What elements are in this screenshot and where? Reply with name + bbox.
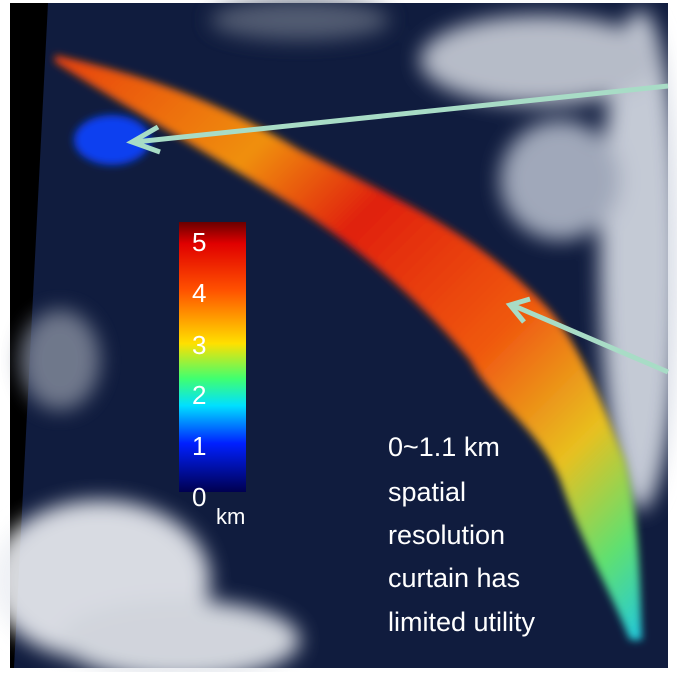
annotation-line: 0~1.1 km — [388, 432, 500, 462]
colorbar-tick: 5 — [192, 227, 206, 257]
annotation-line: resolution — [388, 520, 505, 550]
annotation-line: limited utility — [388, 607, 536, 637]
colorbar-unit: km — [216, 504, 245, 529]
annotation-line: curtain has — [388, 563, 520, 593]
satellite-image: 5 4 3 2 1 0 km 0~1.1 km spatial resoluti… — [0, 0, 677, 672]
colorbar — [179, 222, 246, 492]
colorbar-tick: 0 — [192, 482, 206, 512]
page: {"colorbar": {"ticks": ["5", "4", "3", "… — [0, 0, 677, 672]
colorbar-tick: 1 — [192, 431, 206, 461]
colorbar-tick: 2 — [192, 380, 206, 410]
annotation-line: spatial — [388, 477, 466, 507]
colorbar-tick: 3 — [192, 330, 206, 360]
colorbar-tick: 4 — [192, 278, 206, 308]
